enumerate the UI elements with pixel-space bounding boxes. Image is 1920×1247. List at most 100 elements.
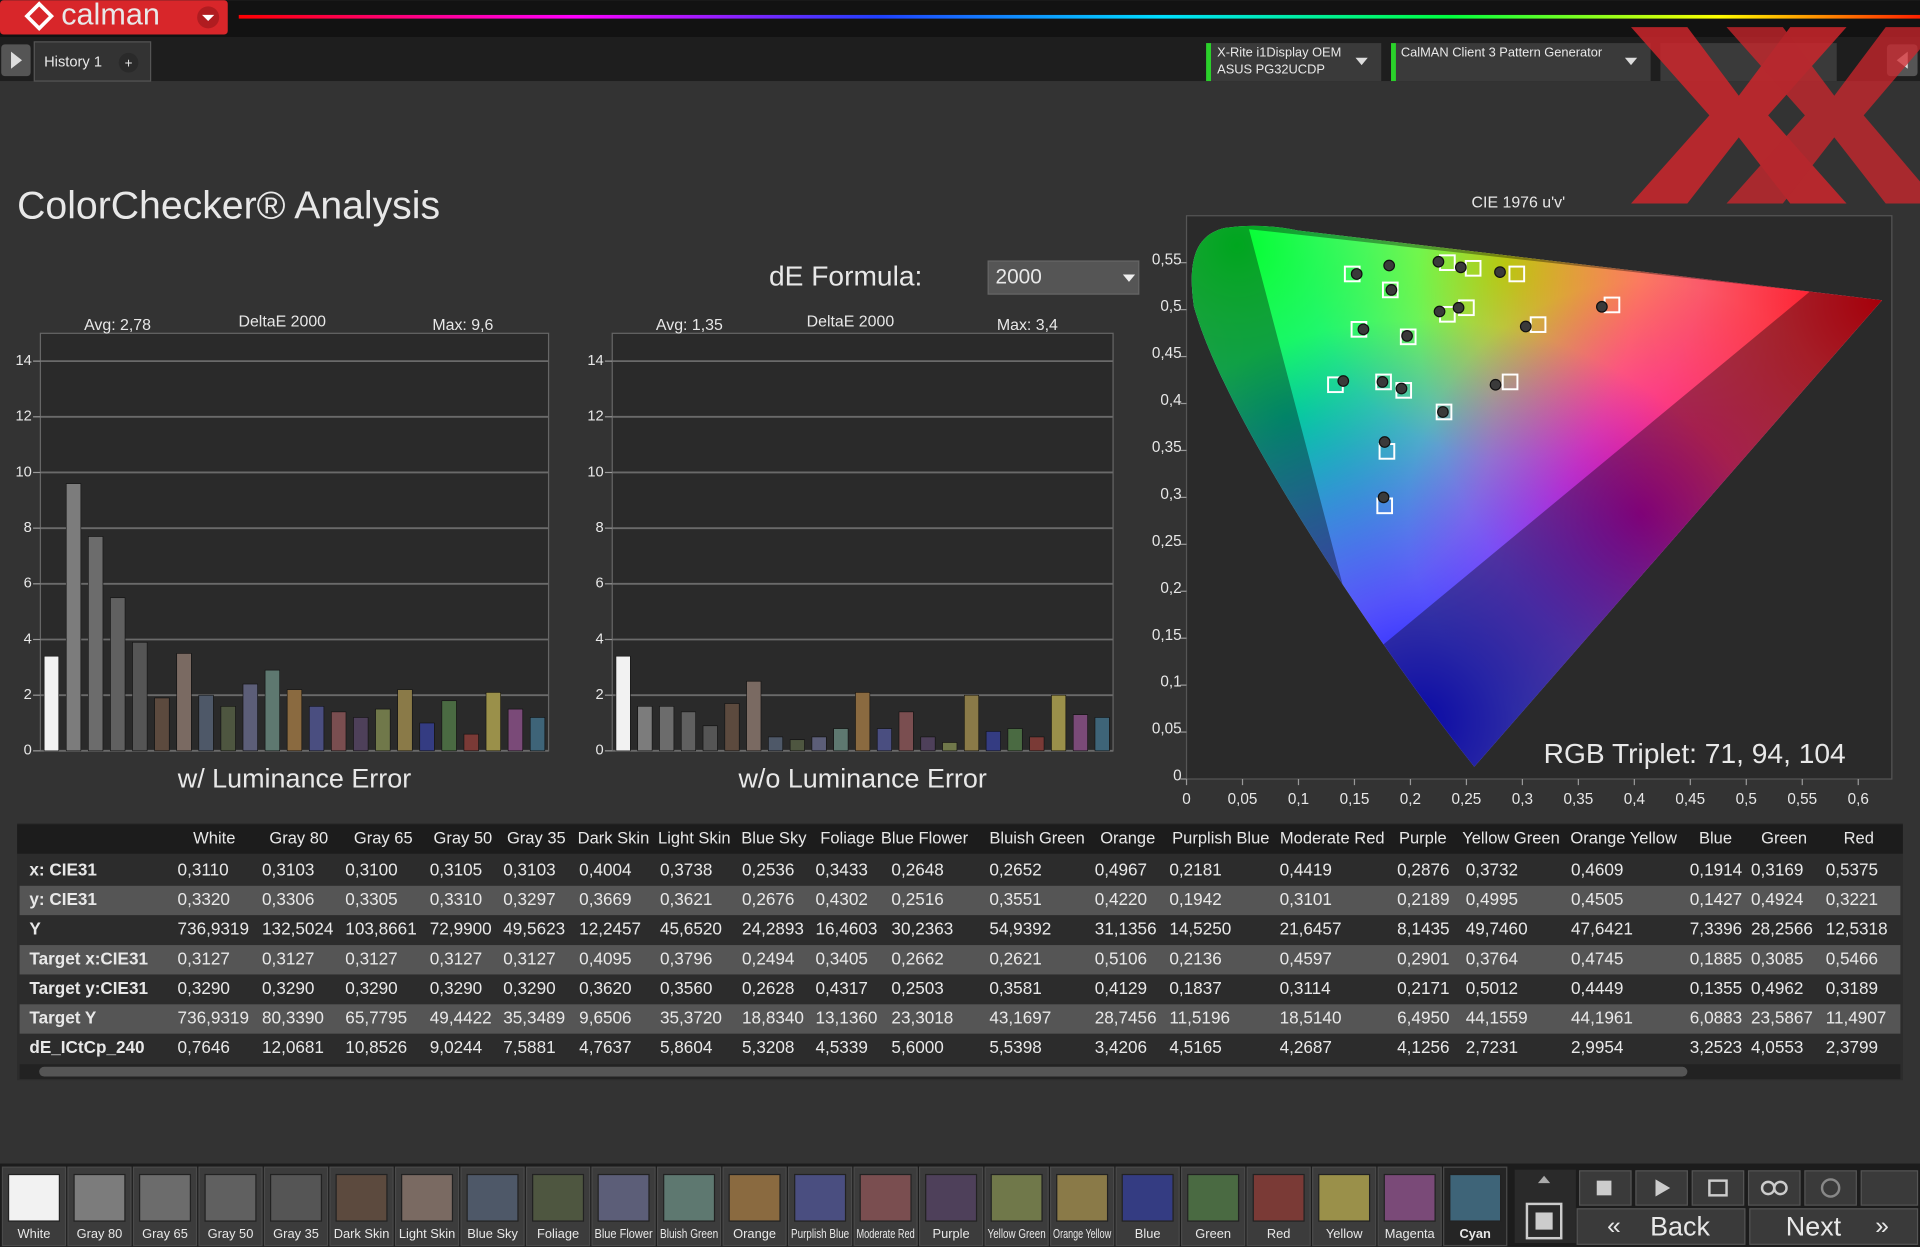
table-scroll-thumb[interactable] bbox=[39, 1066, 1688, 1077]
table-cell: 0,3405 bbox=[816, 948, 868, 968]
table-cell: 0,4505 bbox=[1571, 889, 1623, 909]
table-row bbox=[19, 915, 1901, 945]
table-cell: 0,3114 bbox=[1280, 978, 1332, 998]
table-cell: 0,2536 bbox=[742, 859, 794, 879]
bar bbox=[768, 736, 784, 752]
table-cell: 12,5318 bbox=[1826, 919, 1888, 939]
bar bbox=[615, 655, 631, 752]
bar bbox=[441, 700, 457, 752]
measured-point bbox=[1519, 320, 1532, 333]
patch-label: Gray 65 bbox=[142, 1226, 188, 1241]
table-cell: 12,0681 bbox=[262, 1037, 324, 1057]
bar bbox=[964, 694, 980, 752]
table-cell: 0,3169 bbox=[1751, 859, 1803, 879]
table-cell: 736,9319 bbox=[178, 919, 249, 939]
table-cell: 10,8526 bbox=[345, 1037, 407, 1057]
table-cell: 21,6457 bbox=[1280, 919, 1342, 939]
refresh-glyph bbox=[1820, 1178, 1841, 1198]
bar bbox=[1051, 694, 1067, 752]
patch-swatch bbox=[859, 1173, 912, 1222]
bar bbox=[1007, 728, 1023, 752]
ctrl-refresh[interactable] bbox=[1804, 1170, 1857, 1206]
table-cell: 13,1360 bbox=[816, 1008, 878, 1028]
table-cell: 2,9954 bbox=[1571, 1037, 1624, 1057]
table-cell: 11,5196 bbox=[1169, 1008, 1230, 1028]
x-tick-label: 0,55 bbox=[1787, 791, 1817, 808]
bar-chart: 0 2 4 6 8 10 12 14 DeltaE 2000 Avg: 2,78 Max: 9,6 w… bbox=[15, 313, 550, 793]
column-header: Bluish Green bbox=[989, 828, 1084, 847]
patch-label: Blue Sky bbox=[467, 1226, 518, 1241]
de-formula-select[interactable] bbox=[987, 260, 1140, 295]
de-formula-arrow bbox=[1122, 274, 1136, 282]
table-row bbox=[19, 856, 1901, 886]
stop-icon bbox=[1535, 1212, 1553, 1230]
table-cell: 0,5375 bbox=[1826, 859, 1878, 879]
table-cell: 0,2648 bbox=[891, 859, 943, 879]
bar bbox=[331, 711, 347, 752]
table-cell: 0,2503 bbox=[891, 978, 943, 998]
table-cell: 0,4220 bbox=[1095, 889, 1147, 909]
logo-box[interactable] bbox=[0, 0, 228, 35]
table-cell: 44,1961 bbox=[1571, 1008, 1633, 1028]
column-header: White bbox=[193, 828, 235, 847]
bar bbox=[43, 655, 60, 752]
y-tick-label: 0,1 bbox=[1160, 674, 1181, 691]
stop-button[interactable] bbox=[1525, 1202, 1563, 1240]
table-cell: 4,0553 bbox=[1751, 1037, 1803, 1057]
column-header: Blue Sky bbox=[741, 828, 807, 847]
column-header: Gray 80 bbox=[269, 828, 328, 847]
table-cell: 47,6421 bbox=[1571, 919, 1633, 939]
measured-point bbox=[1376, 376, 1389, 388]
row-label: Target Y bbox=[29, 1008, 97, 1028]
ctrl-extra[interactable] bbox=[1860, 1170, 1919, 1206]
patch-swatch bbox=[663, 1173, 716, 1222]
y-tick-label: 0 bbox=[596, 743, 604, 759]
bar bbox=[485, 692, 501, 752]
table-cell: 0,3127 bbox=[178, 948, 230, 968]
table-cell: 0,3551 bbox=[989, 889, 1041, 909]
next-button[interactable] bbox=[1749, 1208, 1919, 1245]
tab-add[interactable] bbox=[118, 52, 139, 73]
ctrl-step[interactable] bbox=[1691, 1170, 1745, 1206]
max-label: Max: 3,4 bbox=[997, 317, 1058, 334]
collapse-icon[interactable] bbox=[1537, 1175, 1551, 1184]
table-cell: 31,1356 bbox=[1095, 919, 1157, 939]
table-cell: 9,6506 bbox=[579, 1008, 631, 1028]
table-cell: 6,4950 bbox=[1397, 1008, 1449, 1028]
tab-add-label: + bbox=[125, 55, 133, 70]
y-tick-label: 6 bbox=[596, 576, 604, 592]
patch-swatch bbox=[597, 1173, 650, 1222]
bar bbox=[942, 742, 958, 752]
device-box[interactable] bbox=[1206, 43, 1382, 82]
logo-menu-arrow bbox=[202, 14, 215, 22]
device-line: ASUS PG32UCDP bbox=[1217, 61, 1325, 76]
patch-label: Red bbox=[1267, 1226, 1291, 1241]
column-header: Red bbox=[1844, 828, 1874, 847]
patch-swatch bbox=[1383, 1173, 1436, 1222]
table-cell: 24,2893 bbox=[742, 919, 804, 939]
table-cell: 0,4597 bbox=[1280, 948, 1332, 968]
table-cell: 49,4422 bbox=[430, 1008, 492, 1028]
stop-glyph bbox=[1596, 1180, 1612, 1196]
table-row bbox=[19, 945, 1901, 975]
patch-swatch bbox=[1252, 1173, 1305, 1222]
table-cell: 0,2662 bbox=[891, 948, 943, 968]
table-cell: 4,7637 bbox=[579, 1037, 631, 1057]
table-cell: 0,3796 bbox=[660, 948, 712, 968]
patch-label: Dark Skin bbox=[334, 1226, 390, 1241]
bar bbox=[1072, 714, 1088, 752]
table-cell: 0,3738 bbox=[660, 859, 712, 879]
target-point bbox=[1501, 373, 1519, 391]
bar bbox=[176, 653, 192, 752]
table-cell: 0,5012 bbox=[1466, 978, 1518, 998]
column-header: Purple bbox=[1399, 828, 1447, 847]
bar bbox=[286, 689, 303, 752]
table-cell: 0,3581 bbox=[989, 978, 1041, 998]
patch-swatch bbox=[401, 1173, 454, 1222]
table-cell: 0,3103 bbox=[262, 859, 314, 879]
bar bbox=[702, 725, 718, 752]
back-button[interactable] bbox=[1576, 1208, 1746, 1245]
device-box[interactable] bbox=[1391, 43, 1651, 82]
patch-swatch bbox=[794, 1173, 847, 1222]
patch-label: Purple bbox=[933, 1226, 970, 1241]
